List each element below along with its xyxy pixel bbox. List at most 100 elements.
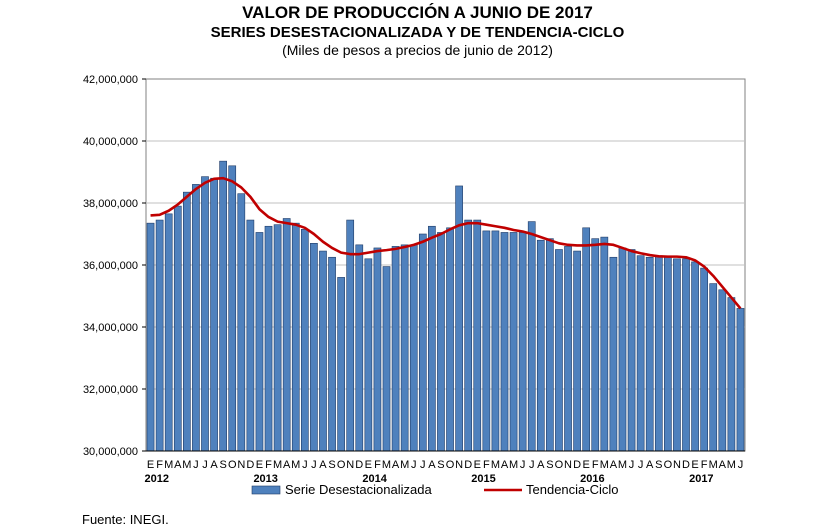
bar bbox=[183, 191, 191, 452]
x-tick-label: F bbox=[701, 459, 708, 471]
bar bbox=[228, 165, 237, 452]
x-tick-label: A bbox=[537, 459, 545, 471]
bar bbox=[146, 222, 155, 452]
bar bbox=[173, 205, 182, 452]
x-tick-label: O bbox=[446, 459, 455, 471]
x-tick-label: A bbox=[428, 459, 436, 471]
y-tick-label: 36,000,000 bbox=[83, 260, 138, 272]
bar bbox=[627, 249, 636, 452]
x-tick-label: F bbox=[483, 459, 490, 471]
bar bbox=[310, 243, 318, 452]
bar bbox=[691, 261, 699, 452]
bar bbox=[300, 229, 309, 452]
x-tick-label: M bbox=[382, 459, 391, 471]
x-tick-label: M bbox=[618, 459, 627, 471]
x-tick-label: E bbox=[147, 459, 154, 471]
bar bbox=[210, 177, 218, 452]
bar bbox=[400, 244, 409, 452]
x-tick-label: E bbox=[256, 459, 263, 471]
y-tick-label: 42,000,000 bbox=[83, 74, 138, 86]
x-tick-label: S bbox=[328, 459, 335, 471]
x-tick-label: D bbox=[355, 459, 363, 471]
x-tick-label: O bbox=[228, 459, 237, 471]
bar bbox=[591, 238, 600, 452]
bar bbox=[409, 244, 418, 452]
x-tick-label: E bbox=[583, 459, 590, 471]
bar bbox=[682, 258, 690, 452]
x-tick-label: A bbox=[283, 459, 291, 471]
bar bbox=[664, 256, 672, 452]
year-label: 2017 bbox=[689, 473, 713, 485]
bar bbox=[636, 255, 645, 452]
x-tick-label: E bbox=[365, 459, 372, 471]
x-tick-label: M bbox=[600, 459, 609, 471]
y-tick-label: 32,000,000 bbox=[83, 384, 138, 396]
x-tick-label: A bbox=[646, 459, 654, 471]
bar bbox=[373, 247, 382, 452]
x-tick-label: D bbox=[682, 459, 690, 471]
bar bbox=[736, 308, 745, 452]
x-tick-label: D bbox=[573, 459, 581, 471]
bar bbox=[319, 250, 327, 452]
x-tick-label: M bbox=[709, 459, 718, 471]
x-tick-label: J bbox=[193, 459, 199, 471]
x-tick-label: S bbox=[655, 459, 662, 471]
x-tick-label: J bbox=[629, 459, 635, 471]
bar bbox=[164, 213, 173, 452]
source-note: Fuente: INEGI. bbox=[82, 512, 169, 527]
bar bbox=[573, 250, 581, 452]
bar bbox=[382, 266, 391, 452]
year-label: 2015 bbox=[471, 473, 495, 485]
bar bbox=[518, 232, 527, 452]
bar bbox=[718, 289, 727, 452]
bar bbox=[555, 249, 563, 452]
chart-subtitle: SERIES DESESTACIONALIZADA Y DE TENDENCIA… bbox=[210, 24, 625, 41]
x-tick-label: F bbox=[592, 459, 599, 471]
trend-line bbox=[150, 176, 742, 310]
bar bbox=[673, 258, 681, 452]
x-tick-label: N bbox=[564, 459, 572, 471]
bar bbox=[491, 230, 500, 452]
bar bbox=[219, 160, 227, 452]
legend-label-bars: Serie Desestacionalizada bbox=[285, 482, 432, 497]
x-tick-label: M bbox=[509, 459, 518, 471]
bar bbox=[582, 227, 591, 452]
x-tick-label: A bbox=[501, 459, 509, 471]
bar bbox=[437, 232, 445, 452]
x-tick-label: D bbox=[464, 459, 472, 471]
bar bbox=[527, 221, 536, 452]
year-label: 2013 bbox=[253, 473, 277, 485]
bar bbox=[464, 219, 473, 452]
chart-units: (Miles de pesos a precios de junio de 20… bbox=[282, 42, 553, 58]
bar bbox=[546, 238, 554, 452]
y-tick-label: 30,000,000 bbox=[83, 446, 138, 458]
bar bbox=[201, 176, 209, 452]
x-tick-label: N bbox=[237, 459, 245, 471]
x-tick-label: F bbox=[156, 459, 163, 471]
bar bbox=[654, 255, 663, 452]
x-tick-label: M bbox=[727, 459, 736, 471]
bar bbox=[155, 219, 164, 452]
x-tick-label: M bbox=[182, 459, 191, 471]
x-tick-label: D bbox=[246, 459, 254, 471]
x-tick-label: N bbox=[455, 459, 463, 471]
x-tick-label: J bbox=[302, 459, 308, 471]
bar bbox=[364, 258, 373, 452]
bar bbox=[509, 232, 518, 452]
x-tick-label: J bbox=[311, 459, 317, 471]
x-tick-label: M bbox=[291, 459, 300, 471]
bar bbox=[473, 219, 482, 452]
x-tick-label: M bbox=[400, 459, 409, 471]
x-tick-label: N bbox=[673, 459, 681, 471]
bar bbox=[337, 277, 345, 452]
chart-title: VALOR DE PRODUCCIÓN A JUNIO DE 2017 bbox=[242, 3, 593, 22]
year-label: 2014 bbox=[362, 473, 387, 485]
x-tick-label: N bbox=[346, 459, 354, 471]
x-tick-label: J bbox=[638, 459, 644, 471]
x-tick-label: J bbox=[420, 459, 426, 471]
x-tick-label: J bbox=[529, 459, 535, 471]
bar bbox=[564, 246, 572, 452]
bar bbox=[536, 239, 545, 452]
bar bbox=[428, 225, 436, 452]
